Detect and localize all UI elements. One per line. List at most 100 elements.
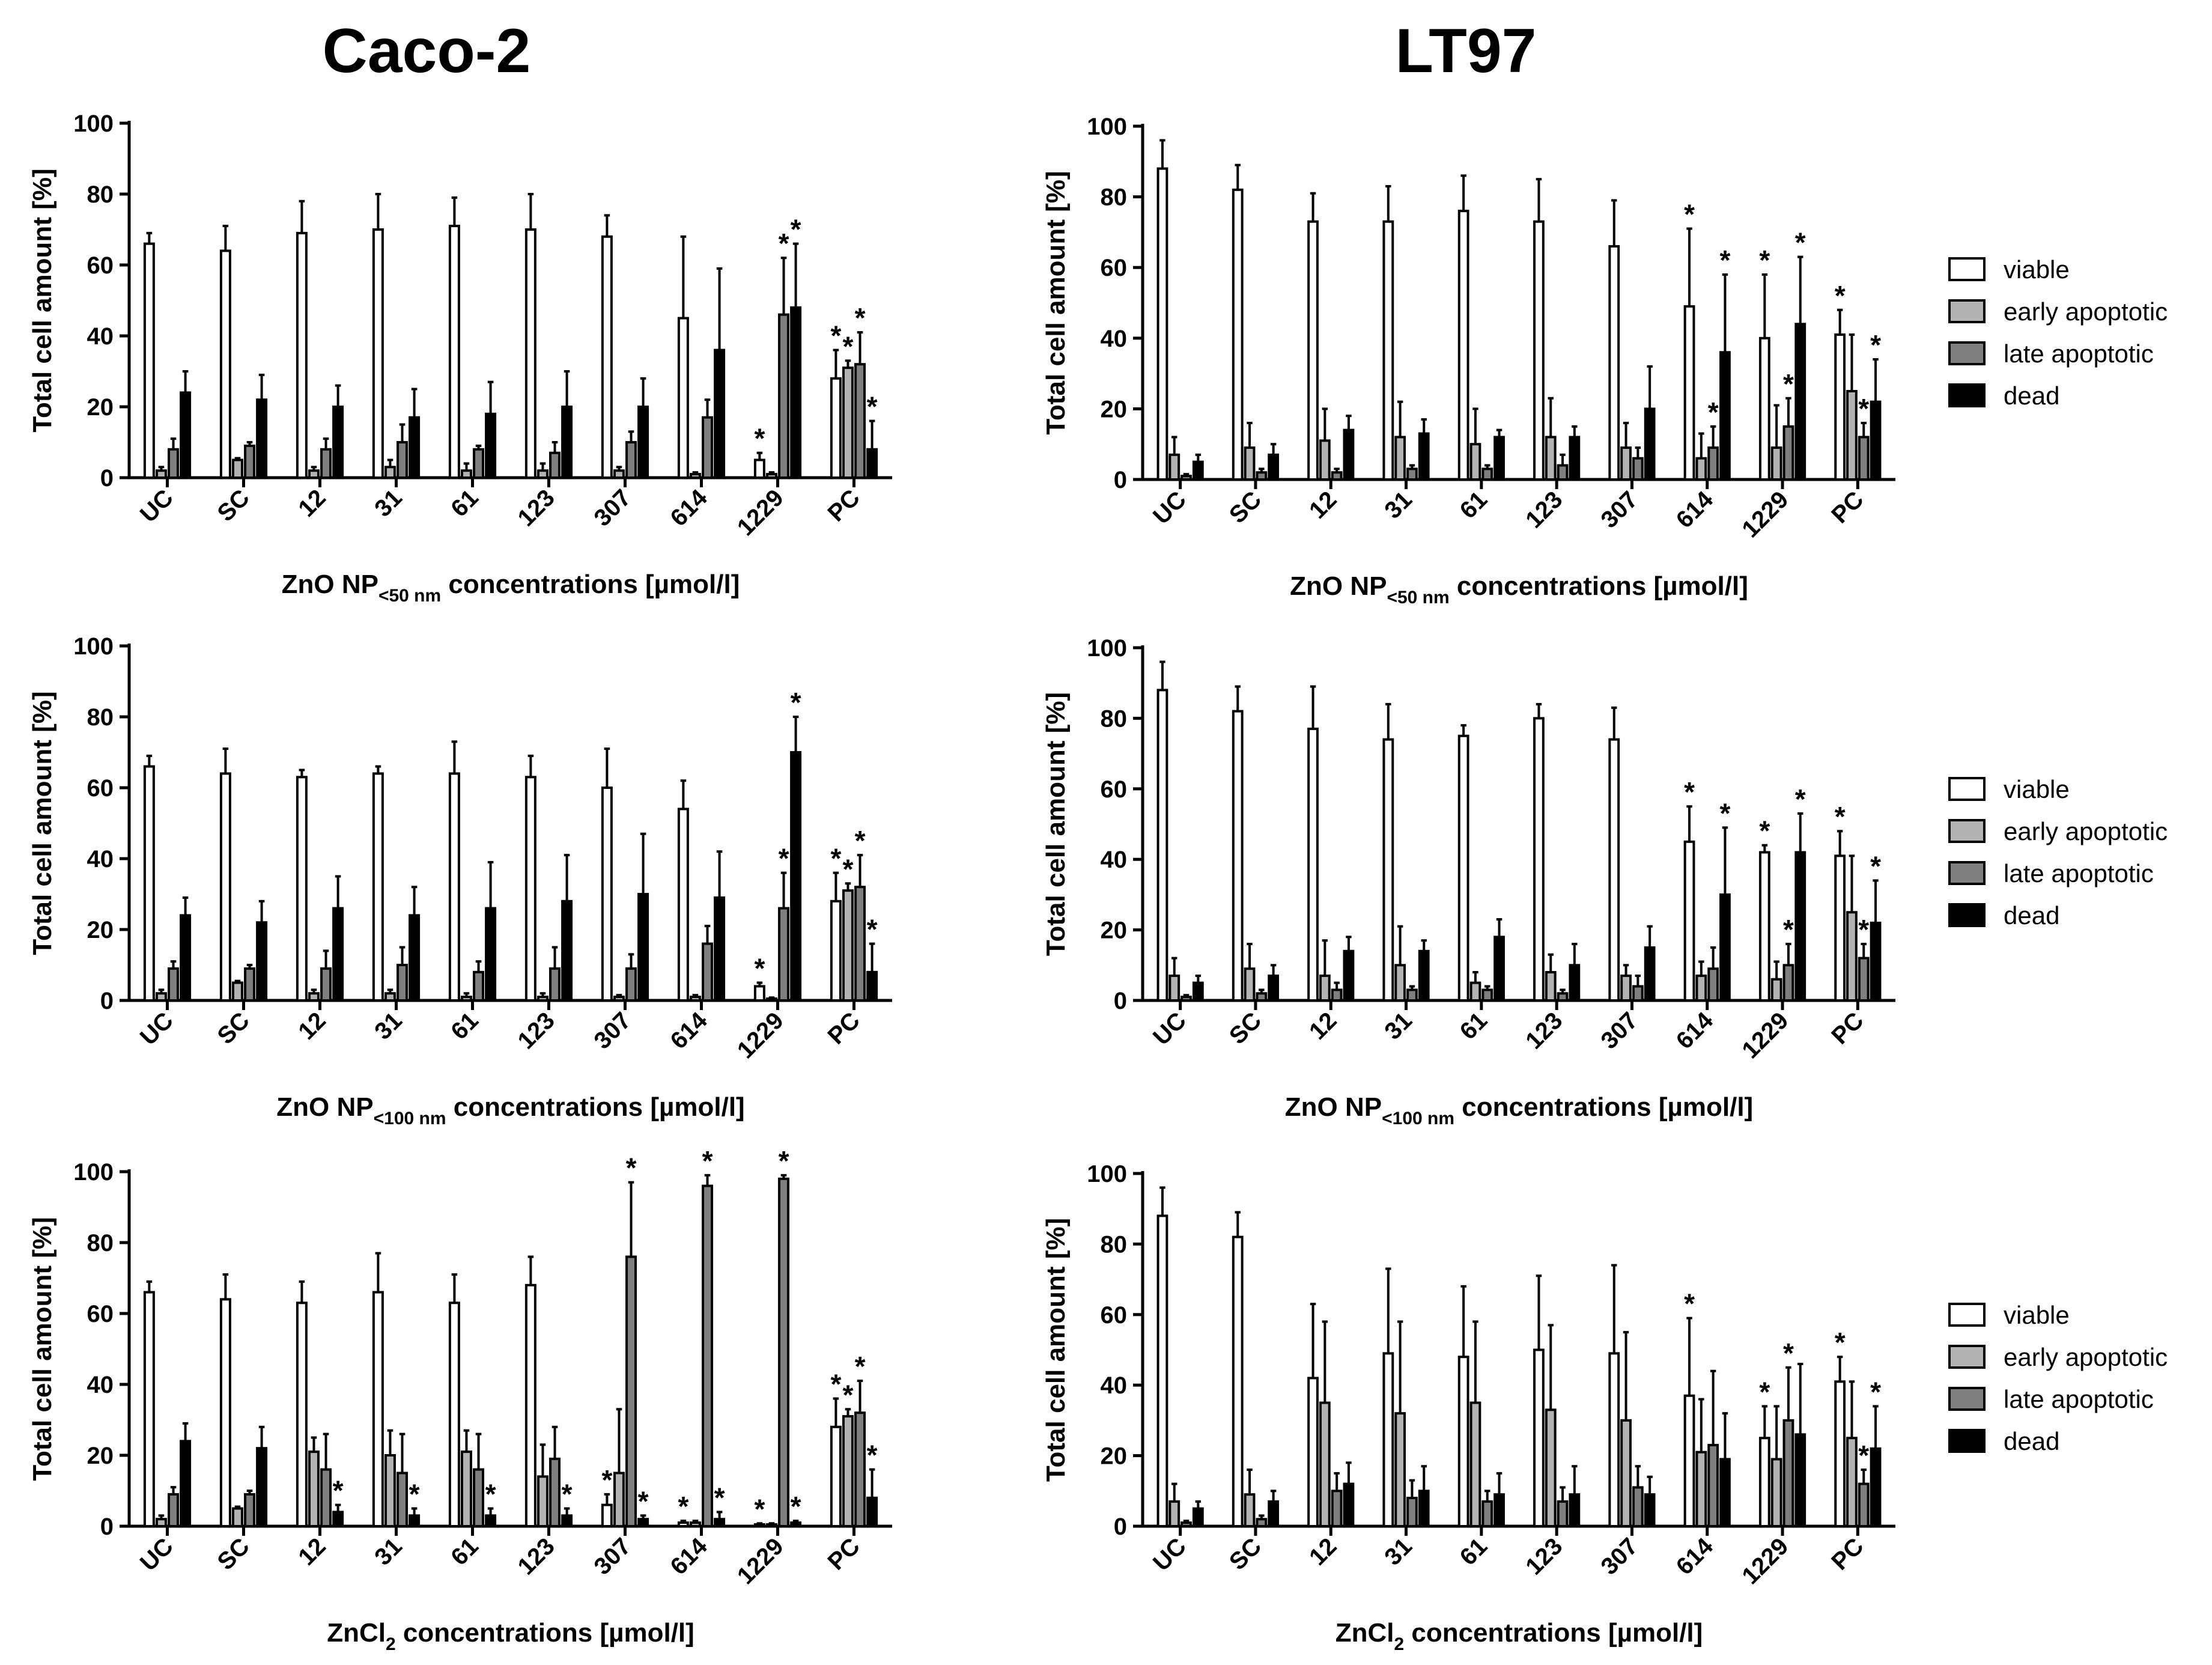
bar-viable [1307, 220, 1319, 481]
bar-early-apoptotic [308, 469, 320, 479]
y-tick-label: 20 [87, 1443, 114, 1469]
bar-late-apoptotic [1632, 457, 1644, 481]
bar-late-apoptotic [473, 448, 485, 479]
x-axis-label-unit: concentrations [µmol/l] [441, 570, 740, 599]
significance-marker: * [855, 825, 866, 856]
x-tick-label: 1229 [732, 1007, 789, 1064]
bar-dead [637, 893, 649, 1002]
legend-swatch [1948, 1303, 1986, 1327]
legend-label: early apoptotic [2004, 297, 2168, 326]
bar-dead [1268, 974, 1280, 1002]
significance-marker: * [779, 1145, 789, 1176]
significance-marker: * [843, 853, 854, 884]
bar-viable [448, 1301, 460, 1528]
bar-early-apoptotic [765, 1523, 777, 1528]
bar-late-apoptotic [1180, 996, 1192, 1002]
bar-late-apoptotic [1481, 467, 1493, 481]
bar-late-apoptotic [397, 964, 409, 1002]
legend-swatch [1948, 1429, 1986, 1453]
bar-dead [1569, 436, 1581, 481]
bar-viable [1156, 689, 1168, 1002]
bar-early-apoptotic [460, 1450, 472, 1528]
x-tick-label: 123 [513, 484, 560, 531]
bar-late-apoptotic [1782, 425, 1794, 481]
x-tick-label: PC [822, 1007, 864, 1049]
bar-late-apoptotic [1256, 992, 1268, 1002]
y-axis-label: Total cell amount [%] [1041, 171, 1071, 434]
significance-marker: * [678, 1491, 688, 1522]
significance-marker: * [1783, 914, 1794, 945]
x-tick-label: 31 [369, 1533, 407, 1571]
x-tick-label: 614 [1671, 1007, 1719, 1055]
x-tick-label: 12 [293, 1007, 331, 1045]
significance-marker: * [1759, 245, 1770, 276]
bar-viable [1232, 1235, 1244, 1527]
y-tick-label: 80 [1101, 705, 1128, 732]
bar-dead [180, 914, 192, 1002]
bar-dead [1794, 851, 1806, 1002]
bar-early-apoptotic [231, 458, 243, 479]
significance-marker: * [1719, 245, 1730, 276]
bar-late-apoptotic [473, 970, 485, 1002]
bar-early-apoptotic [1545, 971, 1557, 1002]
bar-viable [1758, 336, 1770, 481]
bar-dead [485, 412, 497, 479]
bar-viable [296, 776, 308, 1002]
bar-late-apoptotic [549, 967, 561, 1002]
bar-late-apoptotic [625, 1255, 637, 1528]
bar-early-apoptotic [842, 367, 854, 479]
x-tick-label: PC [1826, 1007, 1868, 1049]
legend-label: viable [2004, 1301, 2070, 1329]
bar-late-apoptotic [1632, 1486, 1644, 1527]
bar-viable [1533, 220, 1545, 481]
bar-dead [1719, 351, 1731, 481]
x-axis-label-subscript: <50 nm [1387, 588, 1449, 607]
y-tick-label: 40 [87, 1372, 114, 1398]
bar-viable [753, 985, 765, 1002]
x-tick-label: PC [1826, 1533, 1868, 1575]
bar-viable [372, 1291, 384, 1528]
bar-early-apoptotic [1620, 446, 1632, 481]
x-axis-label-main: ZnCl [1335, 1618, 1394, 1648]
bar-early-apoptotic [536, 1475, 548, 1527]
x-tick-label: 307 [589, 1007, 636, 1054]
bar-late-apoptotic [702, 942, 714, 1002]
significance-marker: * [1858, 914, 1869, 945]
y-tick-label: 40 [87, 846, 114, 872]
legend-3: viable early apoptotic late apoptotic dead [1948, 1301, 2168, 1455]
bar-dead [409, 914, 421, 1002]
x-tick-label: 1229 [1737, 1007, 1793, 1064]
y-tick-label: 0 [1114, 467, 1127, 493]
bar-early-apoptotic [1695, 457, 1707, 481]
x-axis-label: ZnCl2 concentrations [µmol/l] [1335, 1618, 1703, 1654]
bar-viable [1382, 220, 1394, 481]
bar-early-apoptotic [1244, 967, 1256, 1002]
bar-late-apoptotic [1406, 1497, 1418, 1528]
bar-early-apoptotic [613, 1472, 625, 1527]
bar-dead [1192, 981, 1204, 1002]
bar-early-apoptotic [536, 469, 548, 479]
x-tick-label: SC [212, 1007, 254, 1049]
bar-early-apoptotic [384, 992, 396, 1002]
bar-dead [1418, 949, 1430, 1002]
x-tick-label: 614 [1671, 1533, 1719, 1580]
bar-late-apoptotic [1406, 467, 1418, 481]
bar-dead [1418, 432, 1430, 481]
x-tick-label: 31 [369, 1007, 407, 1045]
bar-early-apoptotic [1469, 443, 1481, 481]
legend-swatch [1948, 341, 1986, 365]
bar-dead [1870, 1447, 1882, 1528]
bar-dead [1493, 936, 1505, 1002]
y-axis-label: Total cell amount [%] [28, 691, 57, 955]
significance-marker: * [333, 1475, 344, 1506]
bar-viable [830, 377, 842, 479]
bar-dead [790, 751, 802, 1002]
y-tick-label: 60 [1101, 776, 1128, 803]
bar-dead [1418, 1490, 1430, 1528]
bar-late-apoptotic [778, 907, 790, 1002]
bar-dead [1192, 1507, 1204, 1527]
x-tick-label: SC [1224, 1007, 1266, 1049]
